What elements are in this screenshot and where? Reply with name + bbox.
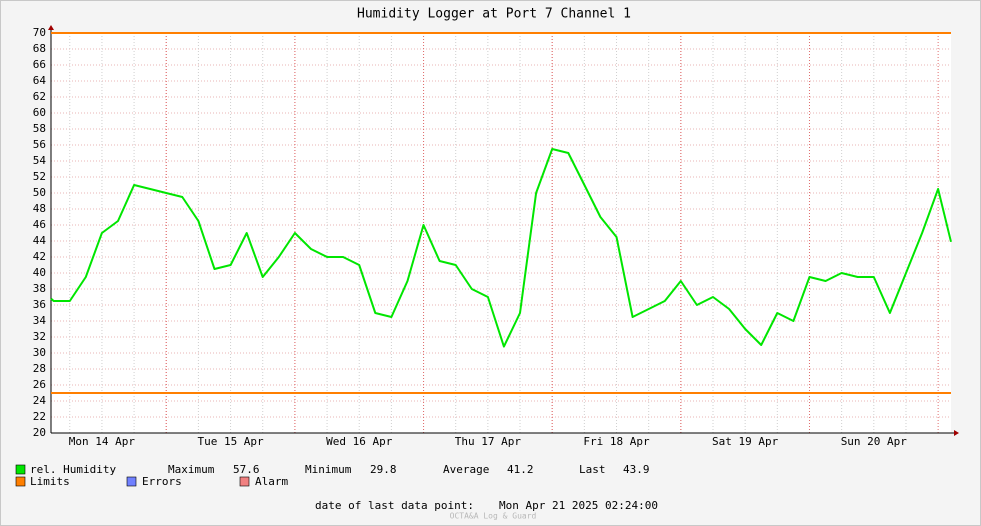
y-tick-label: 56 (33, 138, 46, 151)
y-tick-label: 60 (33, 106, 46, 119)
labels: 20 22 24 26 28 30 32 34 36 38 40 42 44 46 48 50 52 54 56 58… (15, 26, 908, 488)
y-tick-label: 24 (33, 394, 47, 407)
legend-swatch (15, 476, 26, 487)
footer-value: Mon Apr 21 2025 02:24:00 (499, 499, 658, 512)
x-tick-label: Sat 19 Apr (712, 435, 779, 448)
y-tick-label: 46 (33, 218, 46, 231)
y-tick-label: 20 (33, 426, 46, 439)
chart-title: Humidity Logger at Port 7 Channel 1 (357, 7, 631, 22)
axis-arrow (954, 430, 959, 436)
legend-label: rel. Humidity (30, 463, 116, 476)
legend-label: Limits (30, 475, 70, 488)
x-tick-label: Fri 18 Apr (583, 435, 650, 448)
footer-label: date of last data point: (315, 499, 474, 512)
legend-label: Alarm (255, 475, 288, 488)
y-tick-label: 48 (33, 202, 46, 215)
legend-swatch (239, 476, 250, 487)
y-tick-label: 54 (33, 154, 47, 167)
legend-swatch (126, 476, 137, 487)
y-tick-label: 66 (33, 58, 46, 71)
x-tick-label: Wed 16 Apr (326, 435, 393, 448)
y-tick-label: 22 (33, 410, 46, 423)
stat-label: Last (579, 463, 606, 476)
legend-label: Errors (142, 475, 182, 488)
x-tick-label: Sun 20 Apr (841, 435, 908, 448)
y-tick-label: 50 (33, 186, 46, 199)
stat-value: 41.2 (507, 463, 534, 476)
stat-label: Average (443, 463, 489, 476)
marks (48, 25, 959, 436)
y-tick-label: 30 (33, 346, 46, 359)
y-tick-label: 26 (33, 378, 46, 391)
x-tick-label: Mon 14 Apr (69, 435, 136, 448)
y-tick-label: 32 (33, 330, 46, 343)
y-tick-label: 36 (33, 298, 46, 311)
stat-value: 43.9 (623, 463, 650, 476)
y-tick-label: 64 (33, 74, 47, 87)
legend-swatch (15, 464, 26, 475)
x-tick-label: Thu 17 Apr (455, 435, 522, 448)
stat-value: 29.8 (370, 463, 397, 476)
y-tick-label: 44 (33, 234, 47, 247)
axis-arrow (48, 25, 54, 30)
y-tick-label: 34 (33, 314, 47, 327)
series-line (50, 148, 952, 348)
y-tick-label: 58 (33, 122, 46, 135)
stat-label: Maximum (168, 463, 215, 476)
y-tick-label: 38 (33, 282, 46, 295)
stat-label: Minimum (305, 463, 352, 476)
y-tick-label: 52 (33, 170, 46, 183)
x-tick-label: Tue 15 Apr (197, 435, 264, 448)
credit: OCTA&A Log & Guard (450, 512, 537, 521)
y-tick-label: 62 (33, 90, 46, 103)
y-tick-label: 42 (33, 250, 46, 263)
y-tick-label: 70 (33, 26, 46, 39)
y-tick-label: 28 (33, 362, 46, 375)
plot-area (51, 33, 951, 433)
stat-value: 57.6 (233, 463, 260, 476)
y-tick-label: 68 (33, 42, 46, 55)
y-tick-label: 40 (33, 266, 46, 279)
